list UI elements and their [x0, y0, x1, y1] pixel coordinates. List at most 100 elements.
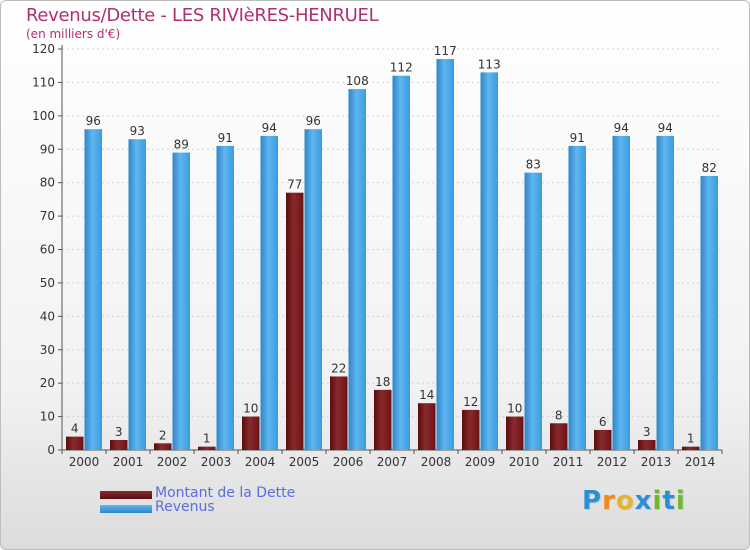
y-tick-label: 80 [40, 176, 55, 190]
x-tick-label: 2013 [641, 455, 672, 469]
data-label-dette: 10 [507, 402, 522, 416]
data-label-dette: 3 [643, 425, 651, 439]
x-tick-label: 2006 [333, 455, 364, 469]
data-label-revenus: 94 [614, 121, 629, 135]
data-label-revenus: 82 [702, 161, 717, 175]
data-label-revenus: 117 [434, 44, 457, 58]
bar-revenus [84, 129, 102, 450]
bar-dette [418, 403, 436, 450]
data-label-dette: 10 [243, 402, 258, 416]
y-tick-label: 10 [40, 410, 55, 424]
bar-revenus [436, 59, 454, 451]
data-label-revenus: 108 [346, 74, 369, 88]
brand-letter: i [675, 486, 686, 516]
bar-revenus [260, 135, 278, 450]
bar-dette [330, 376, 348, 450]
bar-dette [286, 192, 304, 451]
brand-letter: r [602, 486, 616, 516]
data-label-revenus: 113 [478, 57, 501, 71]
data-label-revenus: 83 [526, 158, 541, 172]
x-tick-label: 2008 [421, 455, 452, 469]
data-label-dette: 18 [375, 375, 390, 389]
bar-revenus [348, 89, 366, 450]
data-label-dette: 12 [463, 395, 478, 409]
y-tick-label: 100 [32, 109, 55, 123]
x-tick-label: 2014 [685, 455, 716, 469]
y-tick-label: 60 [40, 243, 55, 257]
bar-revenus [304, 129, 322, 450]
x-tick-label: 2003 [201, 455, 232, 469]
x-tick-label: 2012 [597, 455, 628, 469]
bar-dette [66, 436, 84, 450]
x-tick-label: 2007 [377, 455, 408, 469]
bar-revenus [480, 72, 498, 451]
data-label-dette: 22 [331, 361, 346, 375]
data-label-dette: 8 [555, 408, 563, 422]
data-label-dette: 1 [203, 432, 211, 446]
y-tick-label: 20 [40, 376, 55, 390]
bar-dette [462, 409, 480, 450]
brand-letter: x [634, 486, 653, 516]
x-tick-label: 2010 [509, 455, 540, 469]
legend-label-dette: Montant de la Dette [155, 485, 296, 501]
bar-revenus [172, 152, 190, 450]
data-label-revenus: 89 [174, 138, 189, 152]
data-label-dette: 6 [599, 415, 607, 429]
data-label-dette: 4 [71, 422, 79, 436]
y-tick-label: 120 [32, 42, 55, 56]
data-label-revenus: 96 [306, 114, 321, 128]
data-label-dette: 77 [287, 178, 302, 192]
data-label-revenus: 94 [658, 121, 673, 135]
x-tick-label: 2005 [289, 455, 320, 469]
data-label-dette: 14 [419, 388, 434, 402]
bar-dette [594, 429, 612, 450]
bar-dette [374, 389, 392, 450]
x-tick-label: 2001 [113, 455, 144, 469]
bar-dette [550, 423, 568, 450]
x-tick-label: 2009 [465, 455, 496, 469]
y-tick-label: 0 [47, 443, 55, 457]
x-tick-label: 2004 [245, 455, 276, 469]
bar-revenus [216, 145, 234, 451]
chart-title: Revenus/Dette - LES RIVIèRES-HENRUEL [26, 5, 379, 26]
y-tick-label: 40 [40, 309, 55, 323]
data-label-revenus: 94 [262, 121, 277, 135]
data-label-revenus: 93 [130, 124, 145, 138]
data-label-dette: 3 [115, 425, 123, 439]
y-tick-label: 110 [32, 75, 55, 89]
bar-dette [682, 446, 700, 450]
bar-dette [506, 416, 524, 450]
bar-revenus [524, 172, 542, 450]
data-label-revenus: 96 [86, 114, 101, 128]
data-label-revenus: 91 [218, 131, 233, 145]
x-tick-label: 2000 [69, 455, 100, 469]
x-tick-label: 2011 [553, 455, 584, 469]
legend-swatch-revenus [100, 505, 152, 513]
y-tick-label: 70 [40, 209, 55, 223]
bar-revenus [656, 135, 674, 450]
brand-letter: i [652, 486, 663, 516]
brand-letter: P [582, 486, 603, 516]
bar-dette [154, 443, 172, 450]
bar-revenus [128, 139, 146, 450]
bar-revenus [612, 135, 630, 450]
y-tick-label: 30 [40, 343, 55, 357]
bar-revenus [568, 145, 586, 451]
brand-logo: Proxiti [582, 486, 686, 516]
bar-revenus [700, 175, 718, 450]
data-label-dette: 2 [159, 428, 167, 442]
brand-letter: t [662, 486, 676, 516]
data-label-dette: 1 [687, 432, 695, 446]
data-label-revenus: 112 [390, 61, 413, 75]
y-tick-label: 90 [40, 142, 55, 156]
brand-letter: o [615, 486, 635, 516]
legend-label-revenus: Revenus [155, 499, 215, 515]
data-label-revenus: 91 [570, 131, 585, 145]
legend-swatch-dette [100, 491, 152, 499]
bar-dette [242, 416, 260, 450]
x-tick-label: 2002 [157, 455, 188, 469]
bar-dette [198, 446, 216, 450]
bar-dette [638, 439, 656, 450]
chart-subtitle: (en milliers d'€) [26, 27, 121, 41]
